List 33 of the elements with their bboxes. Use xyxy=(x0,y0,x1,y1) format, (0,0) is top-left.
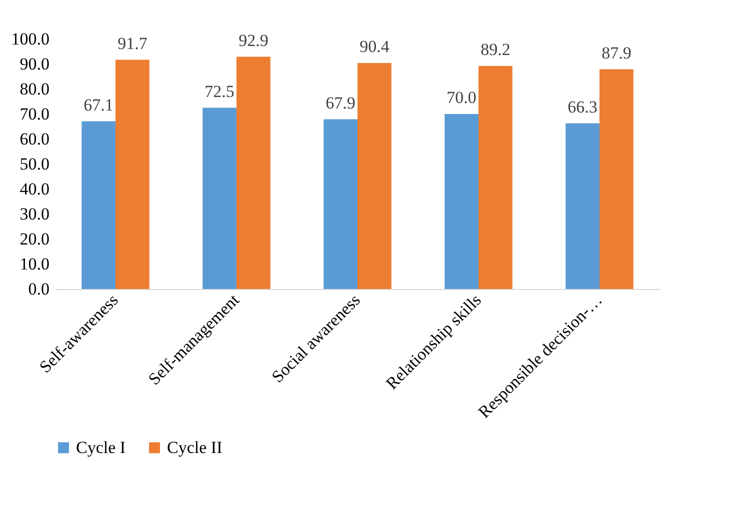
bar xyxy=(444,114,478,289)
y-tick-label: 10.0 xyxy=(20,254,50,274)
y-tick-label: 20.0 xyxy=(20,230,50,248)
bar xyxy=(82,121,116,289)
legend-label: Cycle II xyxy=(167,438,223,457)
bar xyxy=(236,56,270,289)
legend-label: Cycle I xyxy=(76,438,126,457)
bar xyxy=(324,119,358,289)
y-tick-label: 30.0 xyxy=(20,204,50,224)
data-label: 91.7 xyxy=(118,34,148,53)
y-tick-label: 100.0 xyxy=(11,30,50,48)
data-label: 87.9 xyxy=(602,43,632,62)
y-tick-label: 90.0 xyxy=(20,54,50,74)
y-tick-label: 50.0 xyxy=(20,154,50,174)
data-label: 67.1 xyxy=(84,95,114,114)
y-tick-label: 40.0 xyxy=(20,180,50,198)
y-tick-label: 60.0 xyxy=(20,130,50,148)
data-label: 67.9 xyxy=(326,93,356,112)
bar xyxy=(600,69,634,289)
data-label: 89.2 xyxy=(480,40,510,59)
data-label: 72.5 xyxy=(204,82,234,101)
data-label: 66.3 xyxy=(568,97,598,116)
y-tick-label: 0.0 xyxy=(28,280,50,298)
bar xyxy=(478,66,512,289)
y-tick-label: 70.0 xyxy=(20,104,50,124)
data-label: 92.9 xyxy=(238,30,268,50)
bar xyxy=(116,60,150,289)
bar xyxy=(566,123,600,289)
bar xyxy=(358,63,392,289)
bar xyxy=(202,108,236,289)
data-label: 70.0 xyxy=(446,88,476,107)
data-label: 90.4 xyxy=(360,37,390,56)
y-tick-label: 80.0 xyxy=(20,80,50,98)
